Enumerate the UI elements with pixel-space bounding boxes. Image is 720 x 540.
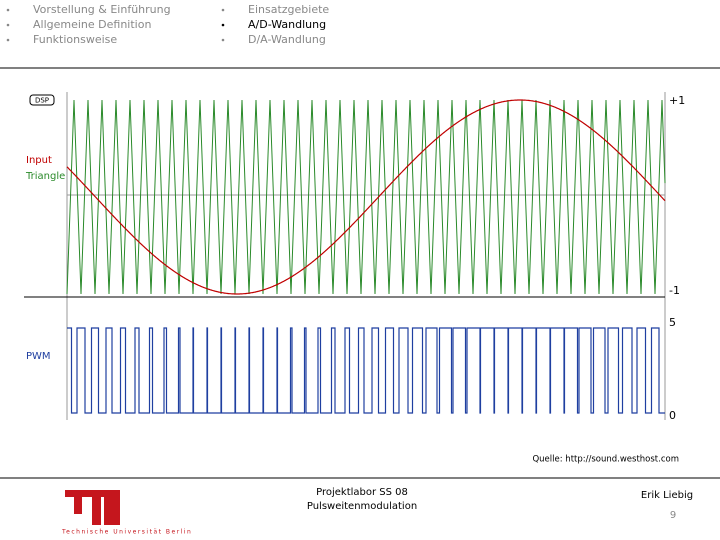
axis-label: 0 bbox=[669, 409, 676, 422]
nav-item[interactable]: D/A-Wandlung bbox=[248, 33, 326, 46]
triangle-label: Triangle bbox=[25, 171, 65, 182]
bullet bbox=[6, 8, 10, 12]
nav-item[interactable]: Einsatzgebiete bbox=[248, 3, 329, 16]
logo-mark bbox=[104, 490, 120, 525]
pwm-figure: DSP Input Triangle PWM +1 -1 5 0 Quelle:… bbox=[24, 92, 685, 465]
badge: DSP bbox=[35, 97, 49, 105]
axis-label: 5 bbox=[669, 316, 676, 329]
input-label: Input bbox=[26, 155, 52, 166]
bullet bbox=[221, 8, 225, 12]
bullet bbox=[221, 23, 225, 27]
pwm-label: PWM bbox=[26, 351, 51, 362]
badge-box bbox=[29, 94, 55, 106]
nav-item[interactable]: Vorstellung & Einführung bbox=[33, 3, 171, 16]
university: Technische Universität Berlin bbox=[61, 529, 192, 536]
bullet bbox=[221, 38, 225, 42]
axis-label: -1 bbox=[669, 284, 680, 297]
author: Erik Liebig bbox=[641, 490, 693, 501]
triangle-wave bbox=[66, 99, 666, 295]
axis-label: +1 bbox=[669, 94, 685, 107]
nav-item[interactable]: Funktionsweise bbox=[33, 33, 117, 46]
source: Quelle: http://sound.westhost.com bbox=[532, 455, 679, 465]
course: Projektlabor SS 08 bbox=[316, 487, 408, 498]
bullet bbox=[6, 38, 10, 42]
nav: Vorstellung & Einführung Allgemeine Defi… bbox=[6, 3, 329, 46]
pwm-wave bbox=[67, 327, 665, 414]
bullet bbox=[6, 23, 10, 27]
logo: Technische Universität Berlin bbox=[61, 490, 192, 536]
logo-mark bbox=[65, 490, 120, 525]
nav-item[interactable]: Allgemeine Definition bbox=[33, 18, 151, 31]
page-number: 9 bbox=[670, 510, 676, 521]
nav-item-active[interactable]: A/D-Wandlung bbox=[248, 18, 326, 31]
topic: Pulsweitenmodulation bbox=[307, 501, 417, 512]
input-wave bbox=[66, 99, 666, 295]
